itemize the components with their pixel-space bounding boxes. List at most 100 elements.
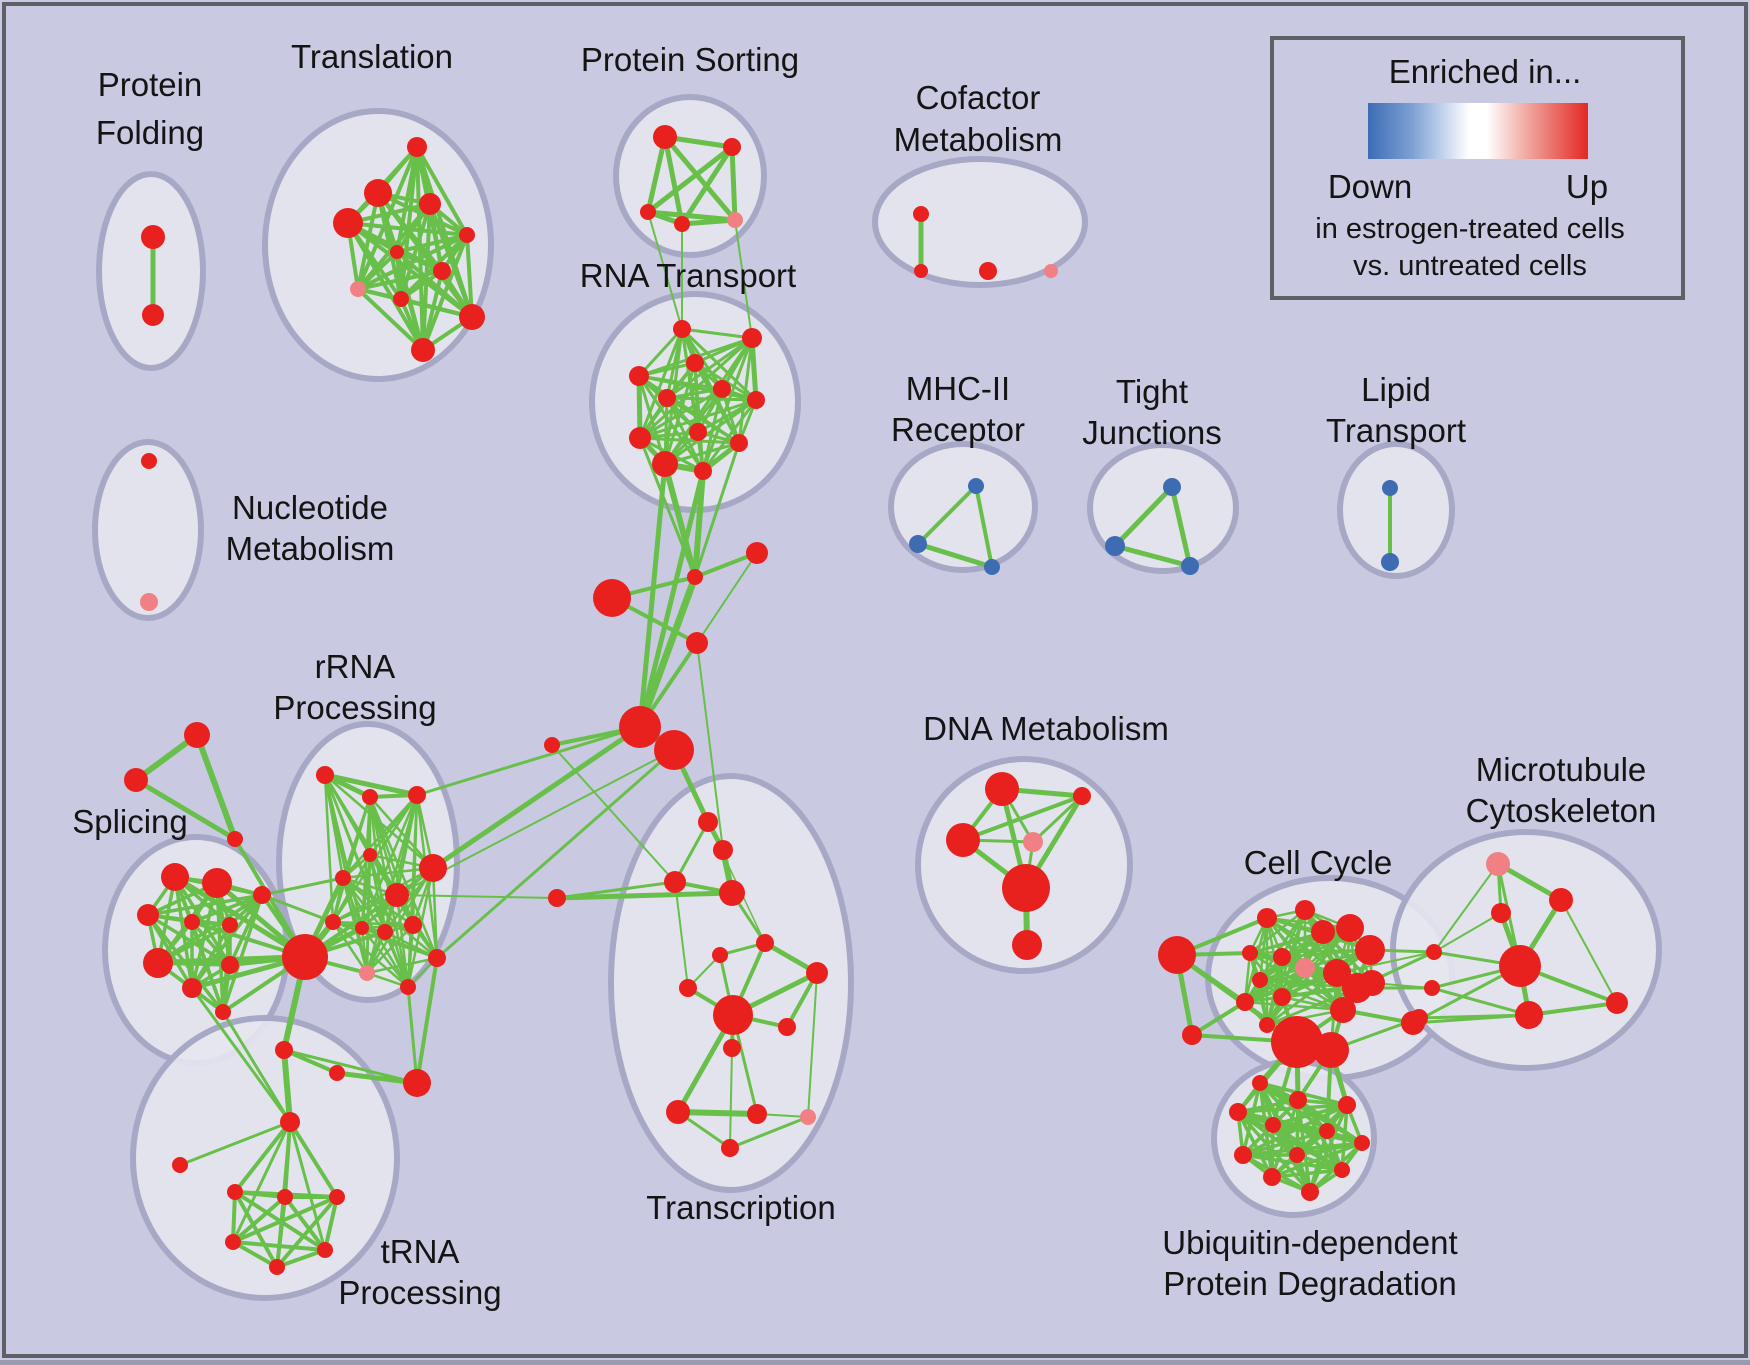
- edge-rr0-rr2: [322, 772, 420, 798]
- cluster-label-ubiquitin-degradation: Ubiquitin-dependent Protein Degradation: [1162, 1224, 1457, 1302]
- node-d1: [1073, 787, 1091, 805]
- legend: Enriched in... Down Up in estrogen-treat…: [1270, 36, 1685, 300]
- edge-th-q5: [288, 1120, 327, 1252]
- edge-rr9-rr13: [383, 930, 410, 989]
- node-sp9: [215, 1004, 231, 1020]
- edge-r0-r3: [637, 327, 684, 378]
- edge-r0-r6: [680, 327, 758, 402]
- edge-mtb0-mt1: [1433, 912, 1502, 953]
- node-cc3: [1311, 920, 1335, 944]
- node-tc3: [719, 880, 745, 906]
- edge-q0-q3: [231, 1190, 237, 1244]
- edge-th-q0: [233, 1120, 292, 1194]
- edge-cc9-cc12: [1243, 971, 1339, 1004]
- edge-sp8-th: [190, 986, 292, 1124]
- cluster-ellipse-cofactor-metabolism: [872, 156, 1088, 288]
- node-t5: [390, 245, 404, 259]
- node-mtC: [1515, 1001, 1543, 1029]
- edge-j0-H1: [636, 573, 699, 731]
- node-ub2: [1338, 1096, 1356, 1114]
- edge-mt0-mtR: [1560, 899, 1618, 1004]
- edge-t1-t7: [356, 191, 380, 291]
- cluster-label-tight-junctions: Tight Junctions: [1082, 373, 1221, 451]
- node-sp4: [222, 917, 238, 933]
- edge-tx8-tx9: [728, 1115, 810, 1150]
- node-q3: [225, 1234, 241, 1250]
- node-r1: [742, 328, 762, 348]
- node-k1: [548, 889, 566, 907]
- node-r4: [713, 380, 731, 398]
- node-sp3: [184, 914, 200, 930]
- legend-box: [1270, 36, 1685, 300]
- node-tx2: [806, 962, 828, 984]
- node-mtR: [1606, 992, 1628, 1014]
- edge-d1-d3: [1031, 794, 1084, 844]
- edge-t4-t7: [356, 233, 469, 291]
- cluster-label-rrna-processing: rRNA Processing: [273, 648, 436, 726]
- node-cc6: [1242, 945, 1258, 961]
- node-tx9: [721, 1139, 739, 1157]
- node-tx3: [679, 979, 697, 997]
- node-H1: [619, 706, 661, 748]
- node-b0: [746, 542, 768, 564]
- edge-m0-m2: [974, 484, 994, 569]
- edge-q2-q5: [323, 1195, 339, 1252]
- edge-q2-q4: [275, 1195, 339, 1269]
- node-d5: [1012, 930, 1042, 960]
- edge-r5-r9: [665, 396, 741, 445]
- edge-q4-q5: [275, 1248, 327, 1269]
- edge-r3-r6: [637, 374, 758, 402]
- node-q2: [329, 1189, 345, 1205]
- node-sp8: [182, 978, 202, 998]
- edge-r6-r8: [638, 398, 758, 440]
- node-c3: [1044, 264, 1058, 278]
- node-B1: [593, 579, 631, 617]
- node-rr5: [419, 854, 447, 882]
- edge-rr1-rr7: [331, 795, 372, 924]
- cluster-ellipse-tight-junctions: [1087, 442, 1239, 574]
- edge-ub6-ub10: [1241, 1153, 1344, 1172]
- node-ub3: [1229, 1103, 1247, 1121]
- edge-q3-q4: [231, 1240, 279, 1269]
- edge-r1-r5: [665, 336, 754, 400]
- cluster-ellipse-rna-transport: [589, 291, 801, 513]
- edge-rr7-rr12: [331, 920, 369, 975]
- node-pf0: [141, 225, 165, 249]
- edge-tj1-tj2: [1112, 543, 1193, 569]
- node-mtb1: [1424, 980, 1440, 996]
- edge-mtP-mt0: [1495, 861, 1564, 903]
- node-rr6: [385, 883, 409, 907]
- node-ccB1: [1271, 1016, 1323, 1068]
- node-cc9: [1323, 959, 1351, 987]
- node-sp7: [221, 956, 239, 974]
- network-nodes: [124, 125, 1628, 1275]
- edge-cc2-cc6: [1248, 908, 1307, 955]
- node-tr0: [184, 722, 210, 748]
- node-tc0: [698, 812, 718, 832]
- edge-rr10-rr13: [406, 923, 415, 989]
- node-tj0: [1163, 478, 1181, 496]
- edge-cc0-cc12: [1190, 1000, 1247, 1037]
- edge-r11-H1: [637, 468, 706, 730]
- cluster-label-rna-transport: RNA Transport: [580, 257, 796, 294]
- cluster-ellipse-nucleotide-metabolism: [92, 439, 204, 621]
- edge-ccR-mtC: [1411, 1013, 1531, 1025]
- cluster-label-protein-folding: Protein Folding: [96, 66, 204, 151]
- node-p3: [674, 216, 690, 232]
- node-p2: [640, 204, 656, 220]
- node-r8: [629, 427, 651, 449]
- node-q0: [227, 1184, 243, 1200]
- edge-rr5-rr11: [431, 866, 439, 960]
- edge-H1-rr5: [430, 724, 643, 871]
- edge-r9-j0: [693, 441, 741, 579]
- node-d4: [1002, 864, 1050, 912]
- node-b2: [686, 632, 708, 654]
- edge-p1-p3: [679, 144, 735, 227]
- node-rr1: [362, 789, 378, 805]
- node-ub8: [1289, 1147, 1305, 1163]
- node-ub0: [1252, 1075, 1268, 1091]
- edge-tj0-tj2: [1169, 484, 1193, 569]
- cluster-label-protein-sorting: Protein Sorting: [581, 41, 799, 78]
